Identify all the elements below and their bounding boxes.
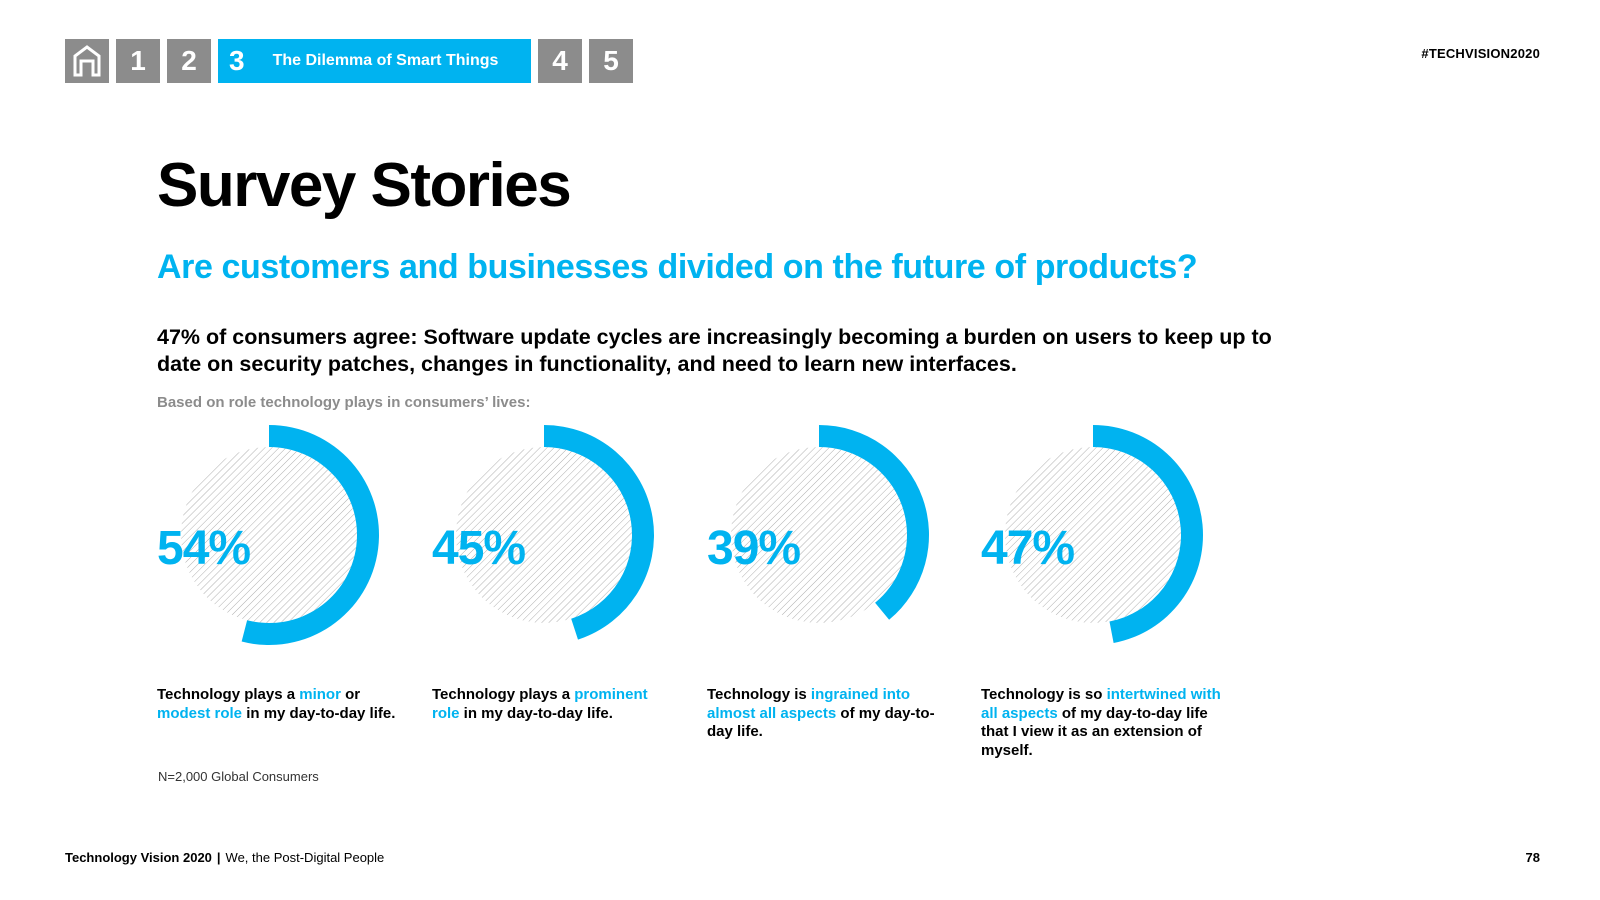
nav-section-4[interactable]: 4: [538, 39, 582, 83]
donut-chart-2: 45%: [432, 425, 702, 658]
footer-report-name: Technology Vision 2020: [65, 850, 212, 865]
footer-tagline: We, the Post-Digital People: [225, 850, 385, 865]
caption-text: or: [340, 686, 361, 703]
nav-section-number: 5: [603, 45, 619, 76]
donut-svg: [1005, 425, 1203, 644]
caption-highlight: intertwined with all aspects: [981, 686, 1221, 722]
nav-section-number: 4: [552, 45, 568, 76]
caption-text: of my day-to-day life that I view it as …: [981, 704, 1208, 759]
caption-highlight: modest role: [157, 704, 243, 722]
caption-text: in my day-to-day life.: [459, 704, 613, 722]
nav-section-3-active[interactable]: 3 The Dilemma of Smart Things: [218, 39, 531, 83]
section-nav: 1 2 3 The Dilemma of Smart Things 4 5: [65, 39, 633, 83]
page-number: 78: [1525, 850, 1540, 865]
donut-caption-1: Technology plays a minor or modest role …: [157, 686, 397, 723]
donut-svg: [456, 425, 654, 640]
donut-chart-3: 39%: [707, 425, 977, 658]
caption-text: Technology plays a: [432, 686, 575, 703]
donut-value-arc: [1093, 425, 1203, 644]
page-title: Survey Stories: [157, 151, 572, 220]
nav-section-1[interactable]: 1: [116, 39, 160, 83]
subtitle: Are customers and businesses divided on …: [157, 248, 1198, 286]
donut-caption-4: Technology is so intertwined with all as…: [981, 686, 1221, 760]
nav-section-number: 3: [229, 45, 245, 76]
footer-separator: |: [216, 850, 221, 865]
nav-section-number: 1: [130, 45, 146, 76]
caption-highlight: ingrained into almost all aspects: [707, 686, 911, 722]
donut-caption-3: Technology is ingrained into almost all …: [707, 686, 947, 742]
donut-percent-label: 39%: [707, 522, 801, 575]
footer: Technology Vision 2020 | We, the Post-Digi…: [65, 850, 384, 865]
caption-text: Technology plays a: [157, 686, 300, 703]
nav-section-number: 2: [181, 45, 197, 76]
home-icon: [73, 45, 101, 77]
nav-section-title: The Dilemma of Smart Things: [272, 52, 499, 69]
sample-size-note: N=2,000 Global Consumers: [158, 769, 319, 784]
caption-text: in my day-to-day life.: [242, 704, 396, 722]
caption-highlight: minor: [299, 686, 341, 703]
donut-value-arc: [819, 425, 929, 620]
donut-percent-label: 54%: [157, 522, 251, 575]
caption-highlight: prominent role: [432, 686, 648, 722]
donut-remainder-hatch: [181, 447, 357, 623]
hashtag: #TECHVISION2020: [1421, 46, 1540, 61]
nav-section-2[interactable]: 2: [167, 39, 211, 83]
donut-percent-label: 45%: [432, 522, 526, 575]
caption-text: Technology is so: [981, 686, 1107, 703]
donut-remainder-hatch: [1005, 447, 1181, 623]
donut-remainder-hatch: [456, 447, 632, 623]
donut-caption-2: Technology plays a prominent role in my …: [432, 686, 672, 723]
nav-section-5[interactable]: 5: [589, 39, 633, 83]
basis-note: Based on role technology plays in consum…: [157, 394, 531, 411]
donut-value-arc: [544, 425, 654, 640]
donut-svg: [181, 425, 380, 645]
nav-home-button[interactable]: [65, 39, 109, 83]
donut-chart-4: 47%: [981, 425, 1251, 658]
caption-text: Technology is: [707, 686, 811, 703]
donut-remainder-hatch: [731, 447, 907, 623]
caption-text: of my day-to-day life.: [707, 704, 935, 741]
donut-svg: [731, 425, 929, 623]
headline-statistic: 47% of consumers agree: Software update …: [157, 325, 1272, 376]
donut-chart-1: 54%: [157, 425, 427, 658]
donut-value-arc: [241, 425, 380, 645]
donut-percent-label: 47%: [981, 522, 1075, 575]
